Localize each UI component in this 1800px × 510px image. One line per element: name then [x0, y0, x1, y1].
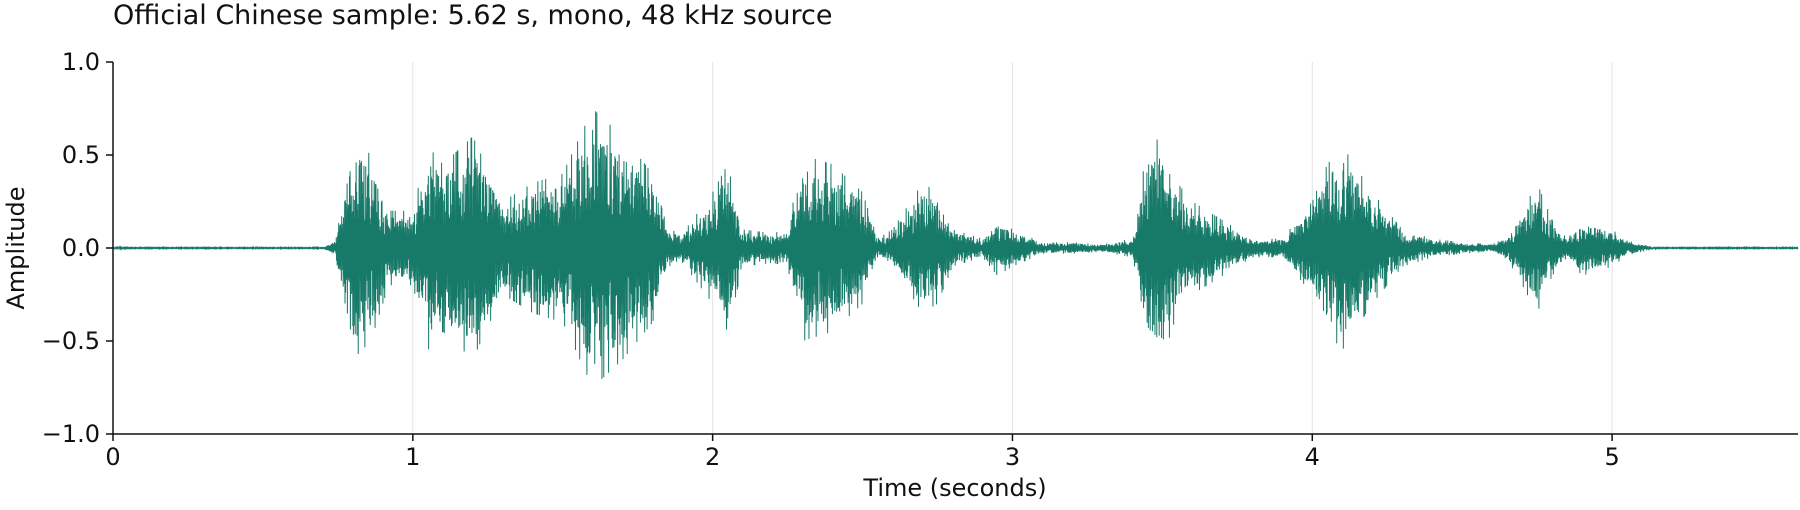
- y-tick-label: 1.0: [62, 48, 100, 76]
- x-axis-label: Time (seconds): [863, 474, 1047, 502]
- y-tick-label: −1.0: [42, 420, 100, 448]
- waveform-line: [112, 111, 1799, 379]
- y-tick-label: −0.5: [42, 327, 100, 355]
- chart-title: Official Chinese sample: 5.62 s, mono, 4…: [113, 0, 833, 31]
- y-axis-label: Amplitude: [2, 186, 30, 310]
- x-tick-label: 3: [1005, 443, 1020, 471]
- x-tick-label: 4: [1305, 443, 1320, 471]
- x-tick-label: 1: [405, 443, 420, 471]
- y-tick-label: 0.0: [62, 234, 100, 262]
- y-axis-ticks: 1.0 0.5 0.0 −0.5 −1.0: [42, 48, 113, 448]
- x-tick-label: 2: [705, 443, 720, 471]
- y-tick-label: 0.5: [62, 141, 100, 169]
- x-tick-label: 0: [105, 443, 120, 471]
- x-tick-label: 5: [1604, 443, 1619, 471]
- x-axis-ticks: 0 1 2 3 4 5: [105, 434, 1620, 471]
